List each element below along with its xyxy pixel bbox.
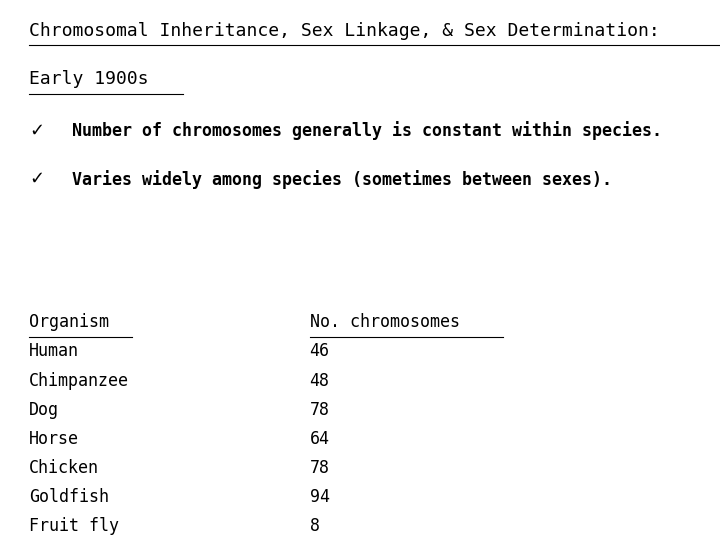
Text: Early 1900s: Early 1900s <box>29 70 148 88</box>
Text: Chimpanzee: Chimpanzee <box>29 372 129 389</box>
Text: Varies widely among species (sometimes between sexes).: Varies widely among species (sometimes b… <box>72 170 612 189</box>
Text: Organism: Organism <box>29 313 109 331</box>
Text: Goldfish: Goldfish <box>29 488 109 506</box>
Text: ✓: ✓ <box>29 122 44 139</box>
Text: 64: 64 <box>310 430 330 448</box>
Text: 8: 8 <box>310 517 320 535</box>
Text: 78: 78 <box>310 459 330 477</box>
Text: 46: 46 <box>310 342 330 360</box>
Text: Horse: Horse <box>29 430 78 448</box>
Text: 78: 78 <box>310 401 330 418</box>
Text: Number of chromosomes generally is constant within species.: Number of chromosomes generally is const… <box>72 122 662 140</box>
Text: Fruit fly: Fruit fly <box>29 517 119 535</box>
Text: Human: Human <box>29 342 78 360</box>
Text: ✓: ✓ <box>29 170 44 188</box>
Text: Chromosomal Inheritance, Sex Linkage, & Sex Determination:: Chromosomal Inheritance, Sex Linkage, & … <box>29 22 660 39</box>
Text: 94: 94 <box>310 488 330 506</box>
Text: Dog: Dog <box>29 401 59 418</box>
Text: Chicken: Chicken <box>29 459 99 477</box>
Text: No. chromosomes: No. chromosomes <box>310 313 459 331</box>
Text: 48: 48 <box>310 372 330 389</box>
